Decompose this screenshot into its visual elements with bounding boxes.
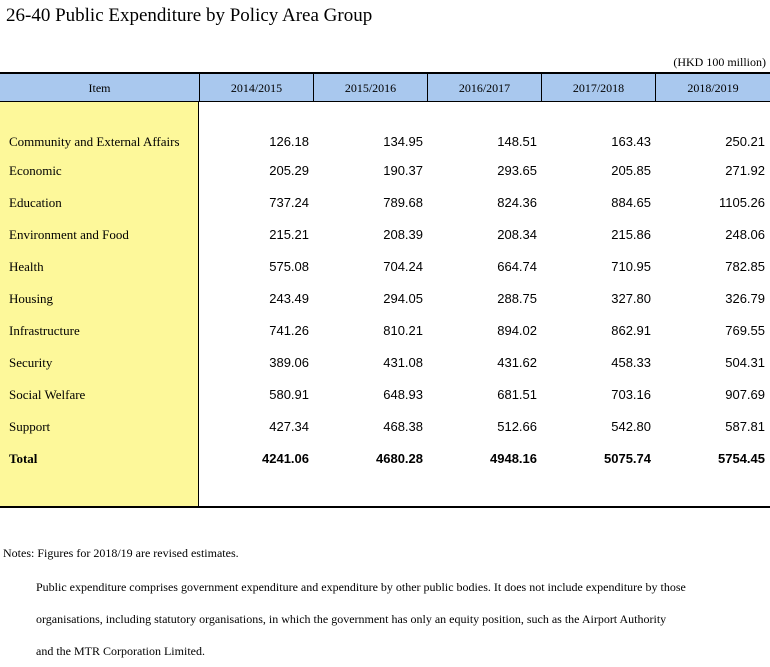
row-value: 789.68 [383,195,423,210]
unit-label: (HKD 100 million) [673,55,766,69]
row-value: 504.31 [725,355,765,370]
header-2015-2016: 2015/2016 [313,74,427,102]
row-value: 703.16 [611,387,651,402]
row-value: 4680.28 [376,451,423,466]
table-row: Economic 205.29 190.37 293.65 205.85 271.92 [0,161,770,181]
table-row: Housing 243.49 294.05 288.75 327.80 326.79 [0,289,770,309]
header-2014-2015: 2014/2015 [199,74,313,102]
row-value: 884.65 [611,195,651,210]
row-value: 288.75 [497,291,537,306]
row-value: 542.80 [611,419,651,434]
row-value: 580.91 [269,387,309,402]
row-value: 327.80 [611,291,651,306]
row-value: 163.43 [611,134,651,149]
row-value: 126.18 [269,134,309,149]
row-label: Community and External Affairs [9,134,180,149]
row-value: 512.66 [497,419,537,434]
row-value: 1105.26 [718,195,765,210]
header-item: Item [88,81,111,95]
note-line-1: Public expenditure comprises government … [36,580,686,594]
table-row: Environment and Food 215.21 208.39 208.34 21… [0,225,770,245]
item-column-background [0,102,199,506]
row-label: Support [9,419,51,434]
header-2016-2017: 2016/2017 [427,74,541,102]
row-label: Social Welfare [9,387,86,402]
row-value: 468.38 [383,419,423,434]
row-value: 894.02 [497,323,537,338]
row-label: Infrastructure [9,323,80,338]
row-label: Environment and Food [9,227,129,242]
row-value: 205.29 [269,163,309,178]
total-row: Total 4241.06 4680.28 4948.16 5075.74 5754.45 [0,449,770,469]
row-value: 737.24 [269,195,309,210]
row-value: 810.21 [383,323,423,338]
row-value: 431.62 [497,355,537,370]
row-value: 190.37 [383,163,423,178]
row-value: 769.55 [725,323,765,338]
row-value: 431.08 [383,355,423,370]
row-value: 271.92 [725,163,765,178]
table-row: Social Welfare 580.91 648.93 681.51 703.16 90… [0,385,770,405]
row-value: 134.95 [383,134,423,149]
row-value: 326.79 [725,291,765,306]
expenditure-table: Item 2014/2015 2015/2016 2016/2017 2017/… [0,72,770,508]
note-line-2: organisations, including statutory organ… [36,612,667,626]
row-label: Total [9,451,38,466]
row-label: Security [9,355,53,370]
row-value: 710.95 [611,259,651,274]
row-value: 648.93 [383,387,423,402]
table-row: Education 737.24 789.68 824.36 884.65 1105.26 [0,193,770,213]
table-header: Item 2014/2015 2015/2016 2016/2017 2017/… [0,72,770,102]
page-title: 26-40 Public Expenditure by Policy Area … [6,5,373,26]
row-label: Education [9,195,62,210]
row-value: 208.34 [497,227,537,242]
row-value: 148.51 [497,134,537,149]
row-value: 293.65 [497,163,537,178]
row-value: 208.39 [383,227,423,242]
table-row: Support 427.34 468.38 512.66 542.80 587.81 [0,417,770,437]
row-value: 681.51 [497,387,537,402]
row-value: 741.26 [269,323,309,338]
row-value: 782.85 [725,259,765,274]
table-row: Community and External Affairs 126.18 134.… [0,132,770,152]
row-value: 215.21 [269,227,309,242]
row-value: 250.21 [725,134,765,149]
table-row: Security 389.06 431.08 431.62 458.33 504.31 [0,353,770,373]
table-row: Health 575.08 704.24 664.74 710.95 782.85 [0,257,770,277]
row-value: 294.05 [383,291,423,306]
row-value: 587.81 [725,419,765,434]
header-2018-2019: 2018/2019 [655,74,770,102]
row-value: 664.74 [497,259,537,274]
row-value: 389.06 [269,355,309,370]
row-value: 907.69 [725,387,765,402]
row-value: 824.36 [497,195,537,210]
row-value: 575.08 [269,259,309,274]
header-2017-2018: 2017/2018 [541,74,655,102]
row-value: 243.49 [269,291,309,306]
row-value: 427.34 [269,419,309,434]
row-value: 458.33 [611,355,651,370]
row-value: 205.85 [611,163,651,178]
note-line-3: and the MTR Corporation Limited. [36,644,205,658]
row-value: 704.24 [383,259,423,274]
row-value: 862.91 [611,323,651,338]
row-value: 4948.16 [490,451,537,466]
row-value: 5754.45 [718,451,765,466]
table-row: Infrastructure 741.26 810.21 894.02 862.91 76… [0,321,770,341]
row-value: 215.86 [611,227,651,242]
row-value: 4241.06 [262,451,309,466]
row-value: 248.06 [725,227,765,242]
row-label: Health [9,259,44,274]
row-value: 5075.74 [604,451,651,466]
row-label: Housing [9,291,54,306]
row-label: Economic [9,163,62,178]
notes-heading: Notes: Figures for 2018/19 are revised e… [3,546,239,560]
